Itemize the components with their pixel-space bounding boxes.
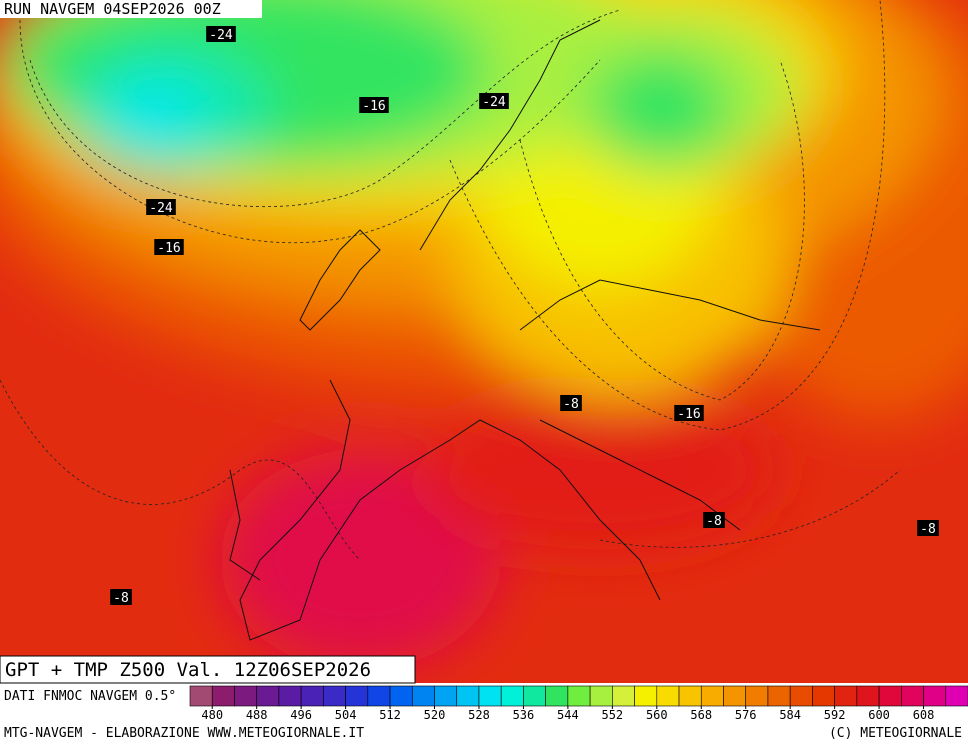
contour-label-box: [359, 97, 389, 113]
colorbar-swatch: [656, 685, 680, 707]
contour-label-box: [917, 520, 939, 536]
colorbar-tick-label: 600: [868, 708, 890, 722]
colorbar-swatch: [367, 685, 391, 707]
contour-label: -8: [113, 591, 129, 606]
colorbar-swatch: [901, 685, 924, 707]
colorbar-tick-label: 488: [246, 708, 268, 722]
colorbar-tick-label: 520: [424, 708, 446, 722]
footer-left: MTG-NAVGEM - ELABORAZIONE WWW.METEOGIORN…: [4, 726, 364, 741]
contour-label: -16: [157, 241, 180, 256]
field: [0, 0, 968, 683]
colorbar-tick-label: 584: [779, 708, 801, 722]
colorbar-swatch: [256, 685, 280, 707]
colorbar-tick-label: 592: [824, 708, 846, 722]
colorbar-tick-label: 480: [201, 708, 223, 722]
colorbar-swatch: [767, 685, 791, 707]
colorbar-swatch: [745, 685, 769, 707]
contour-label: -24: [482, 95, 506, 110]
colorbar-tick-label: 552: [601, 708, 623, 722]
colorbar-tick-label: 568: [690, 708, 712, 722]
colorbar-swatch: [345, 685, 369, 707]
colorbar-tick-label: 560: [646, 708, 668, 722]
contour-label-box: [560, 395, 582, 411]
contour-label: -24: [209, 28, 233, 43]
colorbar-swatch: [634, 685, 658, 707]
colorbar-swatch: [612, 685, 635, 707]
colorbar-swatch: [323, 685, 346, 707]
contour-label: -8: [706, 514, 722, 529]
contour-label: -8: [563, 397, 579, 412]
colorbar-swatch: [478, 685, 502, 707]
colorbar-tick-label: 528: [468, 708, 490, 722]
contour-label: -24: [149, 201, 173, 216]
contour-label: -16: [362, 99, 385, 114]
colorbar-tick-label: 496: [290, 708, 312, 722]
contour-label-box: [479, 93, 509, 109]
map-title: GPT + TMP Z500 Val. 12Z06SEP2026: [5, 659, 371, 681]
colorbar-swatch: [678, 685, 702, 707]
colorbar-swatch: [589, 685, 613, 707]
contour-label-box: [206, 26, 236, 42]
colorbar: 480 488 496 504 512 520 528 536 544 552 560 568 576 5…: [189, 685, 968, 722]
colorbar-tick-label: 512: [379, 708, 401, 722]
colorbar-swatch: [567, 685, 591, 707]
colorbar-swatch: [434, 685, 458, 707]
colorbar-swatch: [189, 685, 213, 707]
colorbar-tick-label: 576: [735, 708, 757, 722]
colorbar-swatch: [211, 685, 235, 707]
contour-label: -8: [920, 522, 936, 537]
colorbar-swatch: [523, 685, 546, 707]
colorbar-tick-label: 536: [513, 708, 535, 722]
colorbar-swatch: [545, 685, 569, 707]
colorbar-swatch: [456, 685, 480, 707]
contour-label-box: [703, 512, 725, 528]
contour-label-box: [146, 199, 176, 215]
colorbar-swatch: [723, 685, 747, 707]
run-header: RUN NAVGEM 04SEP2026 00Z: [4, 0, 221, 18]
colorbar-swatch: [812, 685, 835, 707]
colorbar-swatch: [234, 685, 257, 707]
colorbar-swatch: [789, 685, 813, 707]
colorbar-swatch: [411, 685, 435, 707]
colorbar-swatch: [856, 685, 880, 707]
colorbar-swatch: [389, 685, 413, 707]
contour-label: -16: [677, 407, 700, 422]
source: DATI FNMOC NAVGEM 0.5°: [4, 689, 176, 704]
colorbar-tick-label: 544: [557, 708, 579, 722]
contour-label-box: [110, 589, 132, 605]
footer-right: (C) METEOGIORNALE: [829, 726, 962, 741]
colorbar-swatch: [278, 685, 302, 707]
colorbar-swatch: [700, 685, 724, 707]
colorbar-swatch: [300, 685, 324, 707]
colorbar-swatch: [834, 685, 858, 707]
colorbar-tick-label: 608: [913, 708, 935, 722]
contour-label-box: [154, 239, 184, 255]
colorbar-swatch: [945, 685, 968, 707]
colorbar-swatch: [923, 685, 947, 707]
colorbar-swatch: [878, 685, 902, 707]
colorbar-swatch: [500, 685, 524, 707]
colorbar-tick-label: 504: [335, 708, 357, 722]
contour-label-box: [674, 405, 704, 421]
